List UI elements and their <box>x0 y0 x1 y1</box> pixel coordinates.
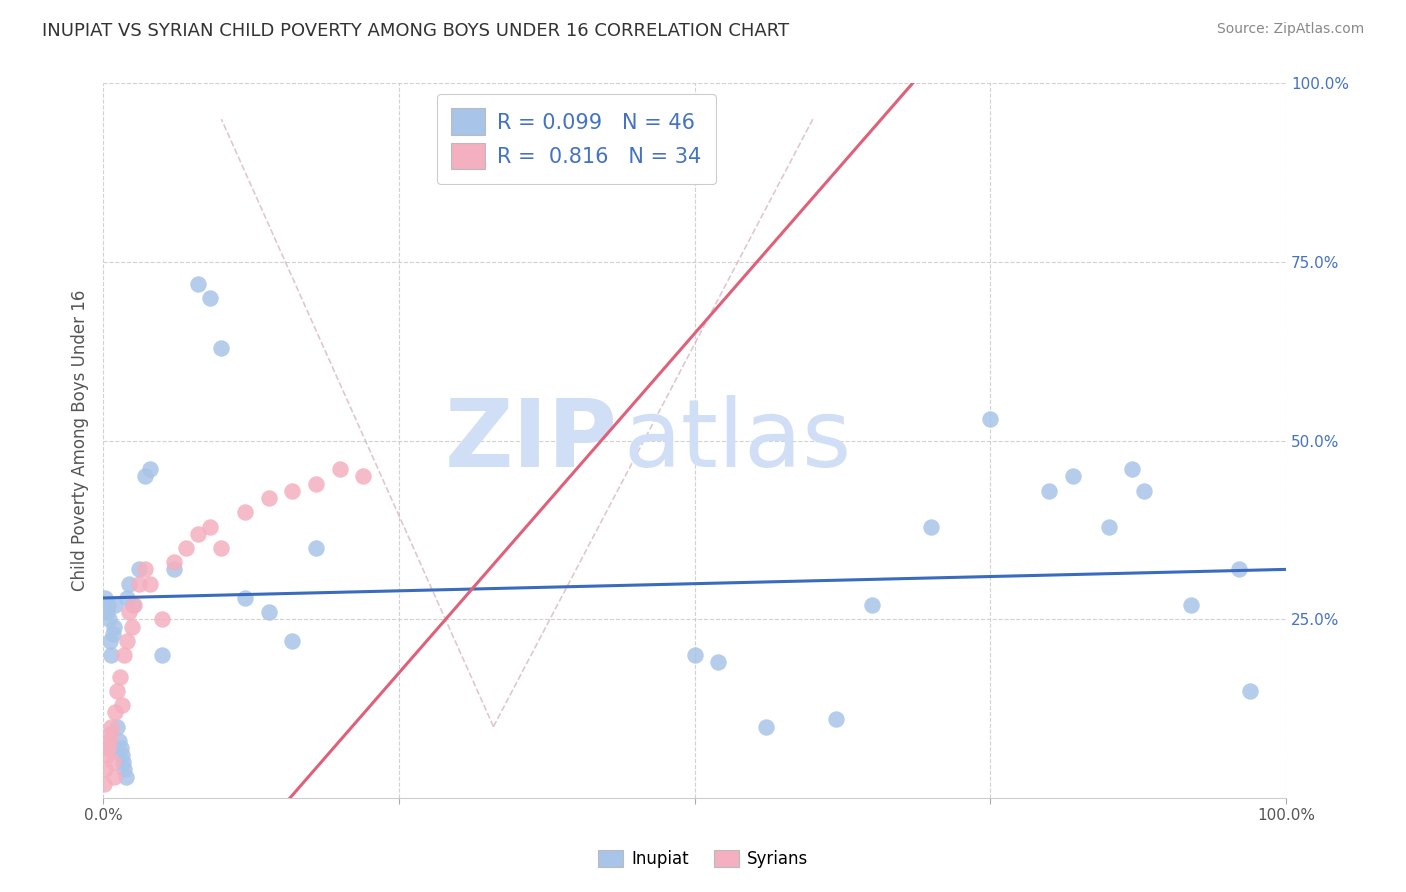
Point <box>98 727 121 741</box>
Point <box>198 519 221 533</box>
Legend: Inupiat, Syrians: Inupiat, Syrians <box>591 843 815 875</box>
Point <box>93 777 115 791</box>
Point <box>110 741 132 756</box>
Point <box>1239 684 1261 698</box>
Point <box>97 741 120 756</box>
Point <box>163 555 186 569</box>
Point <box>96 748 118 763</box>
Point <box>163 562 186 576</box>
Point <box>104 706 127 720</box>
Point <box>1097 519 1119 533</box>
Text: Source: ZipAtlas.com: Source: ZipAtlas.com <box>1216 22 1364 37</box>
Point <box>754 720 776 734</box>
Y-axis label: Child Poverty Among Boys Under 16: Child Poverty Among Boys Under 16 <box>72 290 89 591</box>
Point <box>329 462 352 476</box>
Point <box>107 734 129 748</box>
Point <box>101 626 124 640</box>
Point <box>94 763 117 777</box>
Point <box>150 612 173 626</box>
Point <box>1227 562 1250 576</box>
Point <box>281 633 304 648</box>
Text: INUPIAT VS SYRIAN CHILD POVERTY AMONG BOYS UNDER 16 CORRELATION CHART: INUPIAT VS SYRIAN CHILD POVERTY AMONG BO… <box>42 22 789 40</box>
Point <box>114 770 136 784</box>
Point <box>134 562 156 576</box>
Point <box>115 633 138 648</box>
Point <box>134 469 156 483</box>
Point <box>108 669 131 683</box>
Point <box>187 277 209 291</box>
Point <box>209 541 232 555</box>
Point <box>257 605 280 619</box>
Point <box>150 648 173 662</box>
Point <box>1062 469 1084 483</box>
Point <box>100 720 122 734</box>
Point <box>105 720 128 734</box>
Point <box>100 648 122 662</box>
Point <box>98 734 121 748</box>
Point <box>139 462 162 476</box>
Point <box>97 598 120 612</box>
Text: ZIP: ZIP <box>444 395 617 487</box>
Point <box>121 619 143 633</box>
Point <box>139 576 162 591</box>
Point <box>233 505 256 519</box>
Point <box>352 469 374 483</box>
Point <box>209 341 232 355</box>
Point <box>112 763 135 777</box>
Point <box>233 591 256 605</box>
Point <box>121 598 143 612</box>
Point <box>198 291 221 305</box>
Point <box>103 770 125 784</box>
Point <box>115 591 138 605</box>
Point <box>96 605 118 619</box>
Point <box>860 598 883 612</box>
Point <box>920 519 942 533</box>
Point <box>174 541 197 555</box>
Point <box>105 684 128 698</box>
Point <box>101 756 124 770</box>
Point <box>112 756 135 770</box>
Point <box>98 612 121 626</box>
Point <box>128 562 150 576</box>
Point <box>98 633 121 648</box>
Legend: R = 0.099   N = 46, R =  0.816   N = 34: R = 0.099 N = 46, R = 0.816 N = 34 <box>437 94 716 184</box>
Point <box>683 648 706 662</box>
Point <box>94 591 117 605</box>
Point <box>305 541 328 555</box>
Point <box>104 598 127 612</box>
Point <box>648 162 671 177</box>
Point <box>128 576 150 591</box>
Point <box>111 748 134 763</box>
Point <box>1180 598 1202 612</box>
Point <box>1121 462 1143 476</box>
Point <box>305 476 328 491</box>
Point <box>707 655 730 669</box>
Point <box>112 648 135 662</box>
Point <box>111 698 134 713</box>
Point <box>122 598 145 612</box>
Point <box>257 491 280 505</box>
Point <box>281 483 304 498</box>
Point <box>1038 483 1060 498</box>
Text: atlas: atlas <box>624 395 852 487</box>
Point <box>103 619 125 633</box>
Point <box>1133 483 1156 498</box>
Point <box>825 713 848 727</box>
Point <box>118 576 141 591</box>
Point <box>979 412 1001 426</box>
Point <box>118 605 141 619</box>
Point <box>187 526 209 541</box>
